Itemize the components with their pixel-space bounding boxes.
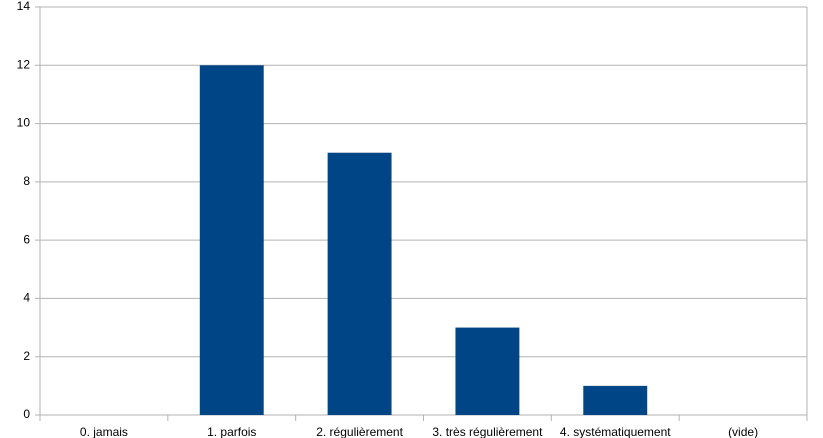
bar [199,65,264,416]
y-tick-label: 14 [17,0,31,13]
bar [327,152,392,415]
x-tick-label: (vide) [728,425,758,438]
y-tick-label: 0 [23,407,30,421]
bar [583,385,648,415]
y-tick-label: 12 [17,57,31,71]
bar [455,327,520,415]
y-tick-label: 8 [23,174,30,188]
x-tick-label: 0. jamais [80,425,128,438]
y-tick-label: 4 [23,291,30,305]
x-tick-label: 4. systématiquement [560,425,671,438]
x-tick-label: 1. parfois [207,425,256,438]
x-tick-label: 3. très régulièrement [432,425,543,438]
y-tick-label: 2 [23,349,30,363]
x-tick-label: 2. régulièrement [316,425,403,438]
y-tick-label: 10 [17,116,31,130]
y-tick-label: 6 [23,232,30,246]
